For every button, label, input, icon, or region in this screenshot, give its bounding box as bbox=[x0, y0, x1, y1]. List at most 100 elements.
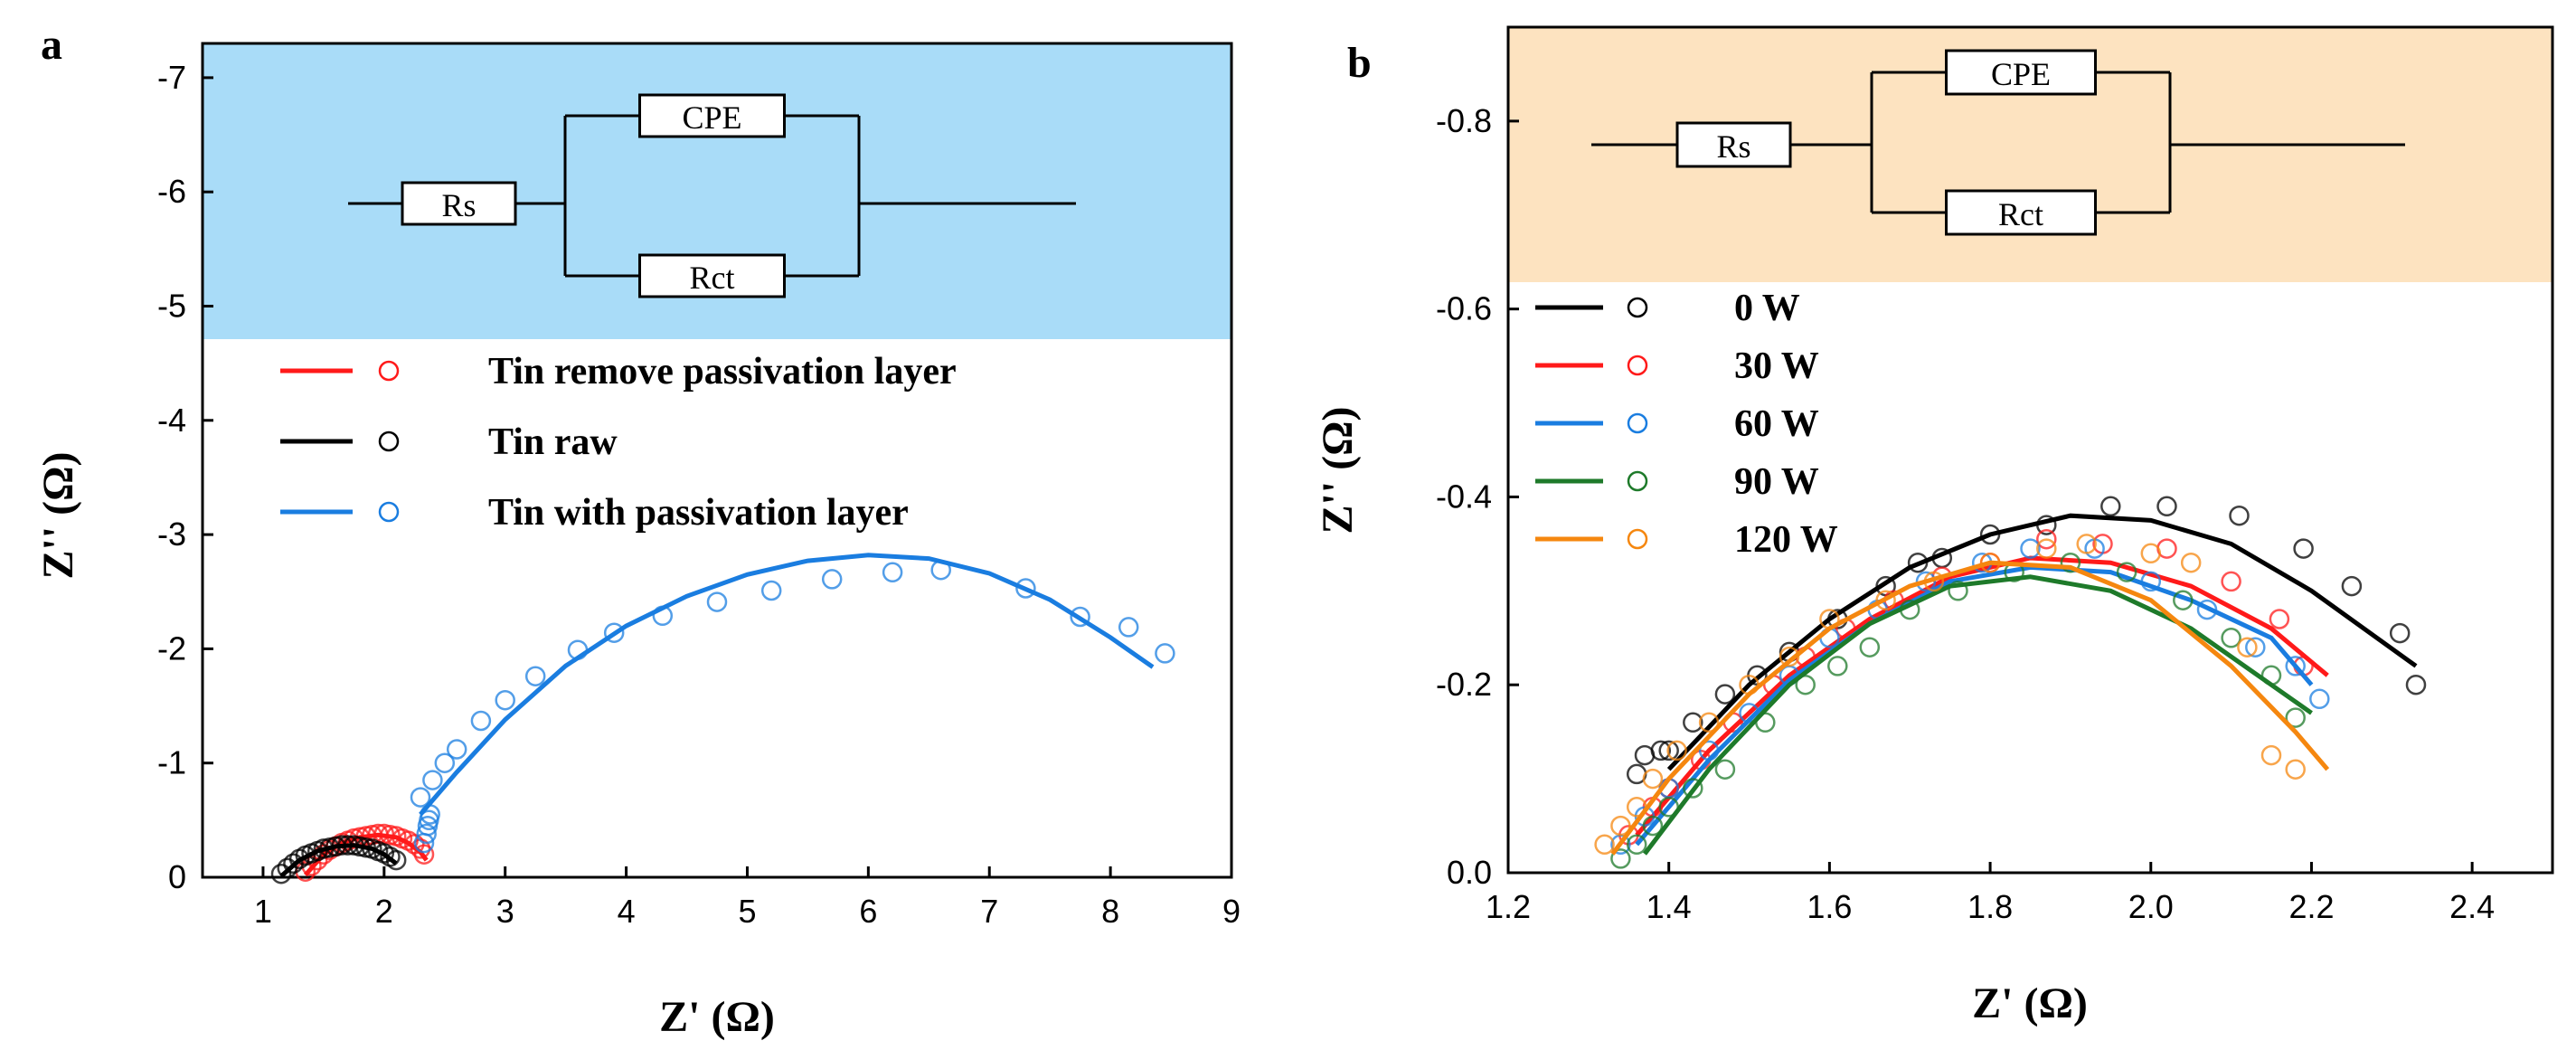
y-tick-label: -5 bbox=[157, 287, 186, 324]
data-point-90-w bbox=[1642, 815, 1664, 837]
panel-a-equivalent-circuit: Rs CPE Rct bbox=[348, 93, 1076, 298]
x-tick-label: 2 bbox=[375, 893, 393, 930]
data-point-60-w bbox=[2309, 688, 2330, 710]
x-tick-label: 1.6 bbox=[1807, 888, 1852, 925]
data-point-0-w bbox=[2156, 496, 2177, 517]
legend-label: Tin remove passivation layer bbox=[488, 351, 957, 393]
data-point-0-w bbox=[1714, 684, 1736, 705]
x-tick-label: 5 bbox=[738, 893, 756, 930]
data-point-tin-with-passivation-layer bbox=[416, 823, 437, 845]
legend-marker bbox=[1627, 297, 1648, 318]
x-tick-label: 3 bbox=[496, 893, 514, 930]
legend-label: 90 W bbox=[1734, 461, 1819, 503]
legend-label: Tin raw bbox=[488, 421, 618, 463]
data-point-0-w bbox=[2389, 622, 2411, 644]
legend-label: 60 W bbox=[1734, 403, 1819, 445]
fit-line-60-w bbox=[1635, 564, 2314, 847]
data-point-tin-with-passivation-layer bbox=[470, 710, 492, 732]
data-point-tin-with-passivation-layer bbox=[410, 787, 431, 808]
panel-b: b Rs CPE Rct 1.2 1.4 1.6 1.8 2.0 2.2 2.4 0.0 -0.2 -… bbox=[1314, 25, 2554, 1027]
data-point-tin-with-passivation-layer bbox=[495, 689, 515, 711]
data-point-120-w bbox=[1626, 797, 1647, 818]
data-point-30-w bbox=[2221, 571, 2241, 592]
x-tick-label: 4 bbox=[618, 893, 636, 930]
circuit-rs-box bbox=[401, 181, 517, 226]
legend-marker bbox=[378, 430, 400, 452]
data-point-60-w bbox=[1698, 740, 1720, 761]
y-tick-label: -4 bbox=[157, 402, 186, 439]
panel-b-axes: 1.2 1.4 1.6 1.8 2.0 2.2 2.4 0.0 -0.2 -0.4 -0.6 -0.8 bbox=[1436, 25, 2554, 925]
y-tick-label: -2 bbox=[157, 629, 186, 667]
data-point-90-w bbox=[1626, 834, 1647, 856]
panel-a: a Rs CPE Rct 1 2 3 4 5 6 7 8 9 0 -1 -2 -3 -4 -5 -6 -7 Tin … bbox=[34, 21, 1241, 1041]
circuit-rct-box bbox=[638, 253, 786, 298]
y-tick-label: 0 bbox=[168, 858, 186, 895]
data-point-tin-with-passivation-layer bbox=[1118, 617, 1139, 638]
data-point-0-w bbox=[2100, 496, 2121, 517]
data-point-120-w bbox=[1698, 712, 1720, 733]
data-point-tin-with-passivation-layer bbox=[652, 605, 674, 627]
data-point-90-w bbox=[1859, 637, 1881, 657]
data-point-tin-with-passivation-layer bbox=[422, 770, 443, 790]
data-point-30-w bbox=[2036, 528, 2057, 550]
data-point-0-w bbox=[1907, 552, 1929, 573]
x-tick-label: 6 bbox=[859, 893, 877, 930]
fit-line-120-w bbox=[1610, 560, 2330, 856]
legend-marker bbox=[1627, 528, 1648, 550]
legend-marker bbox=[1627, 355, 1648, 376]
data-point-tin-with-passivation-layer bbox=[603, 622, 625, 643]
data-point-120-w bbox=[2076, 534, 2097, 554]
data-point-90-w bbox=[1795, 674, 1816, 695]
panel-b-y-axis-label: Z'' (Ω) bbox=[1314, 406, 1362, 534]
data-point-tin-with-passivation-layer bbox=[821, 569, 843, 590]
x-tick-label: 1.8 bbox=[1967, 888, 2013, 925]
data-point-tin-with-passivation-layer bbox=[524, 666, 546, 686]
data-point-120-w bbox=[2036, 538, 2057, 559]
y-tick-label: -0.2 bbox=[1436, 666, 1492, 703]
x-tick-label: 1.2 bbox=[1486, 888, 1531, 925]
panel-a-legend: Tin remove passivation layer Tin raw Tin w… bbox=[280, 351, 957, 534]
circuit-rs-label: Rs bbox=[1716, 128, 1750, 165]
data-point-90-w bbox=[1683, 778, 1703, 799]
data-point-90-w bbox=[1948, 581, 1968, 601]
y-tick-label: -0.8 bbox=[1436, 102, 1492, 139]
data-point-90-w bbox=[2260, 665, 2282, 686]
panel-a-label: a bbox=[41, 21, 62, 69]
y-tick-label: -1 bbox=[157, 744, 186, 781]
data-point-tin-with-passivation-layer bbox=[930, 559, 951, 581]
data-point-tin-with-passivation-layer bbox=[1015, 578, 1036, 599]
panel-b-marks bbox=[1594, 496, 2427, 869]
x-tick-label: 2.2 bbox=[2288, 888, 2334, 925]
data-point-0-w bbox=[2229, 505, 2250, 526]
data-point-90-w bbox=[1755, 712, 1776, 733]
circuit-rs-label: Rs bbox=[441, 187, 476, 223]
panel-a-y-axis-label: Z'' (Ω) bbox=[34, 451, 82, 579]
data-point-tin-with-passivation-layer bbox=[1155, 643, 1175, 664]
x-tick-label: 2.0 bbox=[2128, 888, 2174, 925]
data-point-60-w bbox=[1739, 703, 1760, 724]
data-point-90-w bbox=[1899, 599, 1920, 620]
data-point-tin-with-passivation-layer bbox=[434, 752, 456, 773]
data-point-tin-raw bbox=[270, 863, 292, 884]
panel-b-equivalent-circuit: Rs CPE Rct bbox=[1591, 49, 2405, 236]
fit-line-0-w bbox=[1666, 513, 2418, 771]
panel-b-legend: 0 W 30 W 60 W 90 W 120 W bbox=[1535, 288, 1838, 561]
data-point-90-w bbox=[2221, 628, 2241, 648]
y-tick-label: -7 bbox=[157, 59, 186, 96]
data-point-0-w bbox=[1683, 712, 1703, 733]
data-point-tin-with-passivation-layer bbox=[1070, 606, 1090, 628]
data-point-tin-with-passivation-layer bbox=[760, 580, 782, 601]
data-point-120-w bbox=[1979, 552, 2001, 573]
circuit-cpe-box bbox=[1945, 49, 2097, 96]
panel-b-x-axis-label: Z' (Ω) bbox=[1972, 979, 2088, 1027]
data-point-0-w bbox=[2341, 575, 2363, 597]
data-point-120-w bbox=[2237, 637, 2258, 657]
data-point-tin-with-passivation-layer bbox=[882, 562, 903, 583]
circuit-rs-box bbox=[1675, 121, 1792, 168]
x-tick-label: 1 bbox=[254, 893, 272, 930]
data-point-0-w bbox=[2405, 674, 2427, 695]
data-point-90-w bbox=[1658, 797, 1679, 818]
x-tick-label: 7 bbox=[980, 893, 998, 930]
x-tick-label: 8 bbox=[1101, 893, 1119, 930]
data-point-120-w bbox=[1642, 768, 1664, 790]
